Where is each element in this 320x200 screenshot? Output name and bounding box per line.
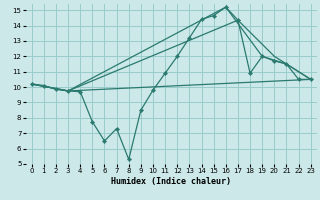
X-axis label: Humidex (Indice chaleur): Humidex (Indice chaleur): [111, 177, 231, 186]
